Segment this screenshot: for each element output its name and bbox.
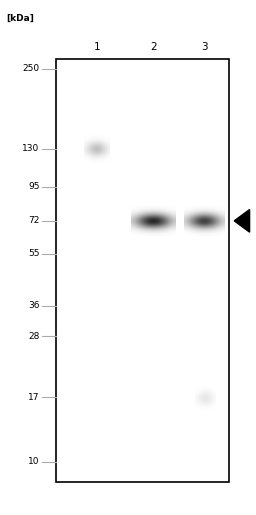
- Text: 72: 72: [28, 216, 40, 226]
- Bar: [56, 59, 229, 482]
- Text: 250: 250: [23, 64, 40, 73]
- Text: 28: 28: [28, 332, 40, 341]
- Text: 2: 2: [150, 42, 157, 52]
- Text: 17: 17: [28, 392, 40, 402]
- Text: 3: 3: [201, 42, 208, 52]
- Text: 1: 1: [94, 42, 101, 52]
- Text: 130: 130: [23, 144, 40, 153]
- Polygon shape: [234, 210, 250, 232]
- Text: 55: 55: [28, 249, 40, 258]
- Text: [kDa]: [kDa]: [7, 13, 34, 23]
- Text: 95: 95: [28, 182, 40, 192]
- Text: 36: 36: [28, 301, 40, 310]
- Text: 10: 10: [28, 457, 40, 467]
